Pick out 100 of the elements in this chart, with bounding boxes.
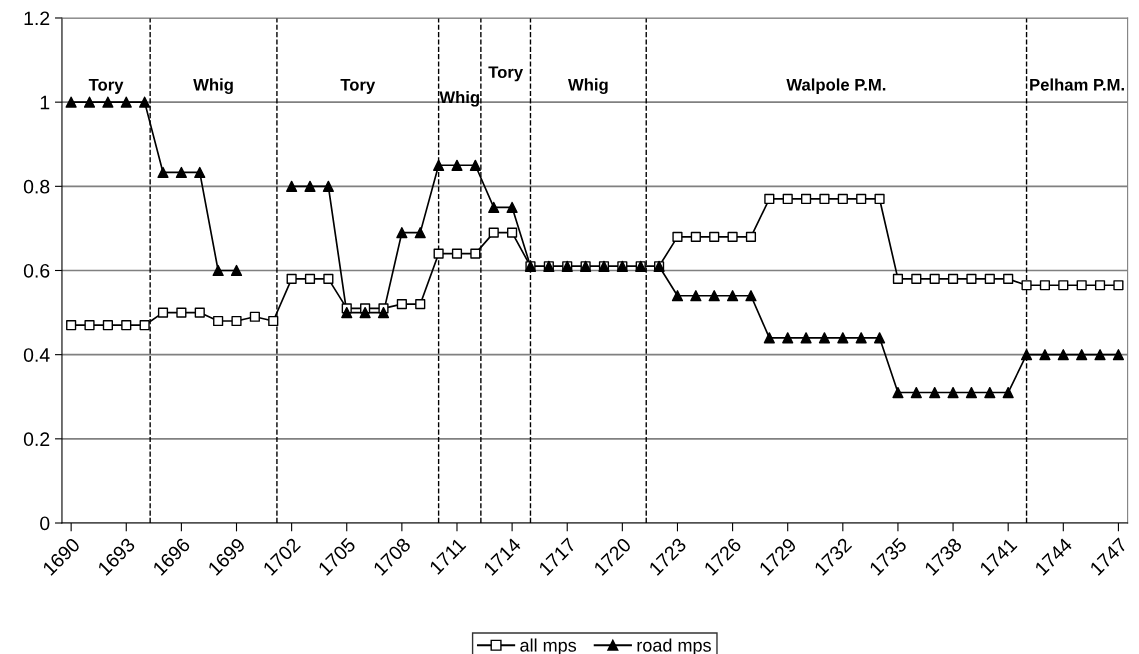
point <box>929 273 940 284</box>
annotation: Walpole P.M. <box>786 78 886 94</box>
point <box>1003 273 1014 284</box>
point <box>929 386 941 399</box>
point <box>451 159 463 171</box>
annotation: Tory <box>488 66 524 82</box>
point <box>414 227 426 239</box>
point <box>818 332 831 344</box>
point <box>304 273 316 284</box>
point <box>782 193 793 205</box>
point <box>727 231 738 242</box>
point <box>892 273 904 284</box>
y-tick-label: 0.2 <box>23 432 50 447</box>
point <box>965 386 978 399</box>
point <box>121 320 132 331</box>
point <box>396 299 407 310</box>
point <box>396 227 408 239</box>
point <box>874 193 885 205</box>
point <box>231 315 242 327</box>
point <box>1094 280 1106 291</box>
point <box>304 180 316 192</box>
point <box>947 386 959 399</box>
point <box>708 290 720 302</box>
point <box>764 193 775 205</box>
point <box>377 306 390 319</box>
y-tick-label: 0 <box>40 516 50 531</box>
point <box>690 231 701 242</box>
point <box>102 96 114 108</box>
y-tick-label: 0.4 <box>23 348 50 362</box>
point <box>83 96 96 108</box>
point <box>819 193 830 205</box>
annotation: Tory <box>340 79 376 94</box>
point <box>910 386 922 399</box>
point <box>837 193 848 205</box>
point <box>359 306 371 319</box>
y-tick-label: 1 <box>40 95 50 110</box>
point <box>102 320 113 331</box>
point <box>268 315 279 327</box>
point <box>470 248 481 259</box>
point <box>286 273 297 284</box>
point <box>84 320 95 331</box>
point <box>984 273 995 284</box>
point <box>488 201 500 213</box>
point <box>1021 280 1032 291</box>
point <box>176 307 187 318</box>
point <box>745 231 757 242</box>
point <box>120 96 132 108</box>
y-tick-label: 1.2 <box>24 11 50 26</box>
y-tick-label: 0.6 <box>23 263 50 278</box>
annotation: Pelham P.M. <box>1030 78 1124 91</box>
point <box>65 96 77 108</box>
point <box>911 273 922 284</box>
point <box>1039 280 1051 291</box>
point <box>984 386 996 399</box>
point <box>745 290 757 302</box>
point <box>1113 280 1124 291</box>
point <box>213 315 224 327</box>
point <box>157 166 169 179</box>
point <box>249 311 260 322</box>
point <box>1094 349 1106 361</box>
point <box>873 332 886 344</box>
point <box>672 231 683 242</box>
point <box>451 248 463 259</box>
point <box>1002 386 1014 399</box>
point <box>433 159 445 171</box>
annotation: Whig <box>193 78 233 94</box>
point <box>341 306 353 319</box>
point <box>763 332 775 344</box>
point <box>175 166 187 179</box>
point <box>690 290 702 302</box>
point <box>194 166 206 179</box>
y-tick-label: 0.8 <box>23 179 50 194</box>
point <box>892 386 904 399</box>
point <box>323 273 334 284</box>
point <box>709 231 720 242</box>
point <box>194 307 205 318</box>
point <box>66 320 77 331</box>
point <box>782 332 794 344</box>
point <box>212 264 224 277</box>
point <box>506 201 518 213</box>
point <box>726 290 739 302</box>
point <box>1076 349 1088 361</box>
point <box>139 320 150 331</box>
annotation: Tory <box>88 79 124 94</box>
point <box>433 248 444 259</box>
point <box>139 96 151 108</box>
point <box>1020 349 1033 361</box>
point <box>856 193 867 205</box>
point <box>800 332 812 344</box>
point <box>230 264 243 277</box>
point <box>947 273 959 284</box>
point <box>488 227 499 238</box>
point <box>415 299 426 310</box>
point <box>469 159 481 171</box>
point <box>157 307 169 318</box>
point <box>1112 349 1125 361</box>
point <box>1057 349 1069 361</box>
point <box>966 273 977 284</box>
point <box>1076 280 1087 291</box>
point <box>855 332 867 344</box>
